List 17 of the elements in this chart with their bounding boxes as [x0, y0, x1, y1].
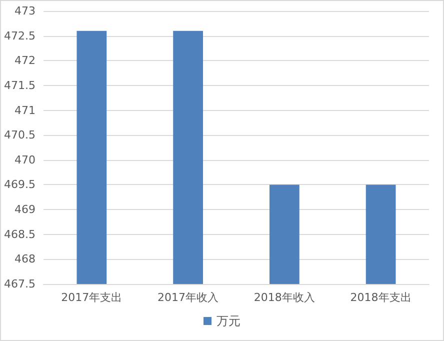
y-tick-label: 468.5: [4, 228, 36, 241]
y-tick-label: 472: [14, 54, 36, 68]
y-tick-label: 469: [14, 203, 36, 216]
x-tick-label: 2018年收入: [254, 291, 315, 304]
y-tick-label: 473: [14, 4, 36, 18]
legend-label: 万元: [216, 314, 240, 328]
y-tick-label: 467.5: [4, 278, 36, 290]
y-tick-label: 468: [14, 252, 36, 266]
y-tick-label: 472.5: [4, 29, 36, 42]
x-tick-label: 2017年支出: [61, 291, 122, 304]
y-tick-label: 470.5: [4, 128, 36, 142]
y-tick-label: 470: [14, 153, 36, 166]
x-tick-label: 2018年支出: [350, 291, 412, 304]
y-tick-label: 471: [14, 104, 36, 117]
y-tick-label: 471.5: [4, 78, 36, 92]
x-tick-label: 2017年收入: [158, 291, 219, 304]
y-tick-label: 469.5: [4, 178, 36, 192]
